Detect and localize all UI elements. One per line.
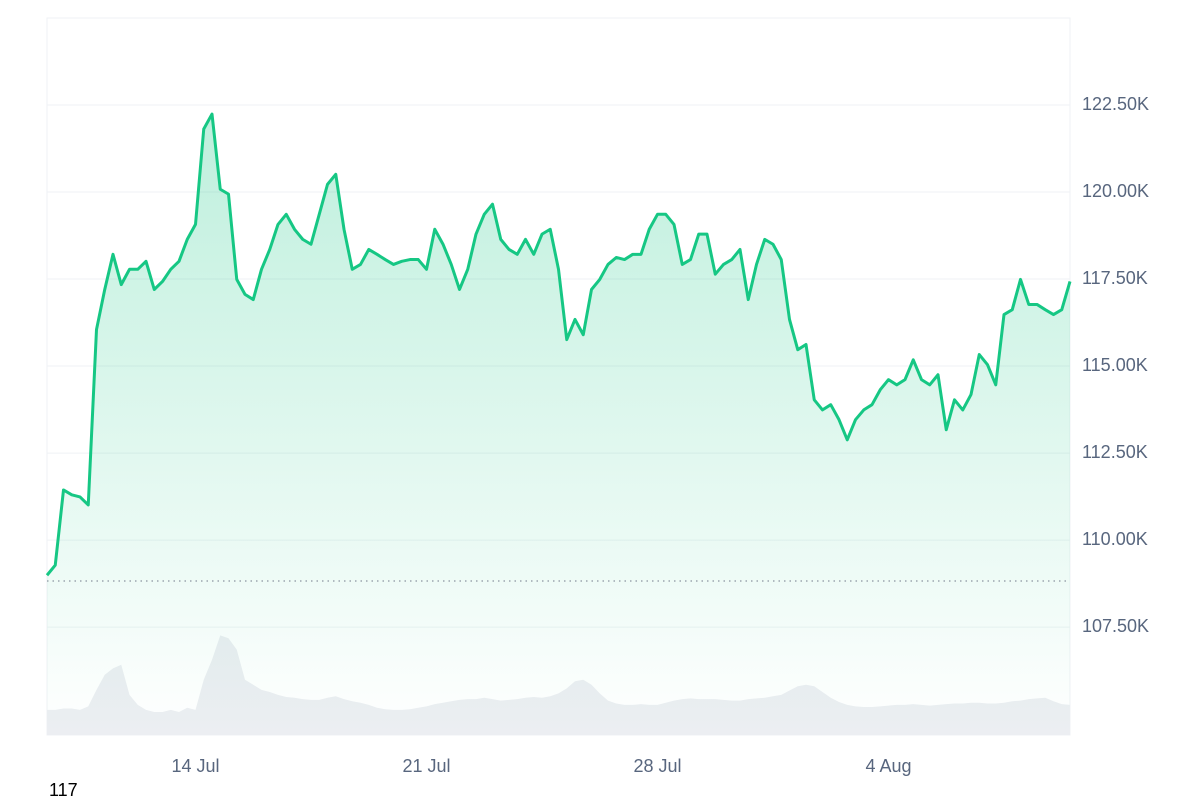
- y-tick-label: 110.00K: [1082, 529, 1148, 549]
- x-tick-label: 21 Jul: [402, 756, 450, 776]
- y-tick-label: 117.50K: [1082, 268, 1148, 288]
- x-tick-label: 4 Aug: [865, 756, 911, 776]
- x-tick-label: 28 Jul: [633, 756, 681, 776]
- y-tick-label: 122.50K: [1082, 94, 1149, 114]
- footer-text: 117: [49, 780, 78, 800]
- price-line: [45, 112, 1072, 577]
- y-tick-label: 112.50K: [1082, 442, 1148, 462]
- y-tick-label: 120.00K: [1082, 181, 1149, 201]
- x-tick-label: 14 Jul: [171, 756, 219, 776]
- y-tick-label: 107.50K: [1082, 616, 1149, 636]
- price-area: [47, 114, 1070, 735]
- y-tick-label: 115.00K: [1082, 355, 1148, 375]
